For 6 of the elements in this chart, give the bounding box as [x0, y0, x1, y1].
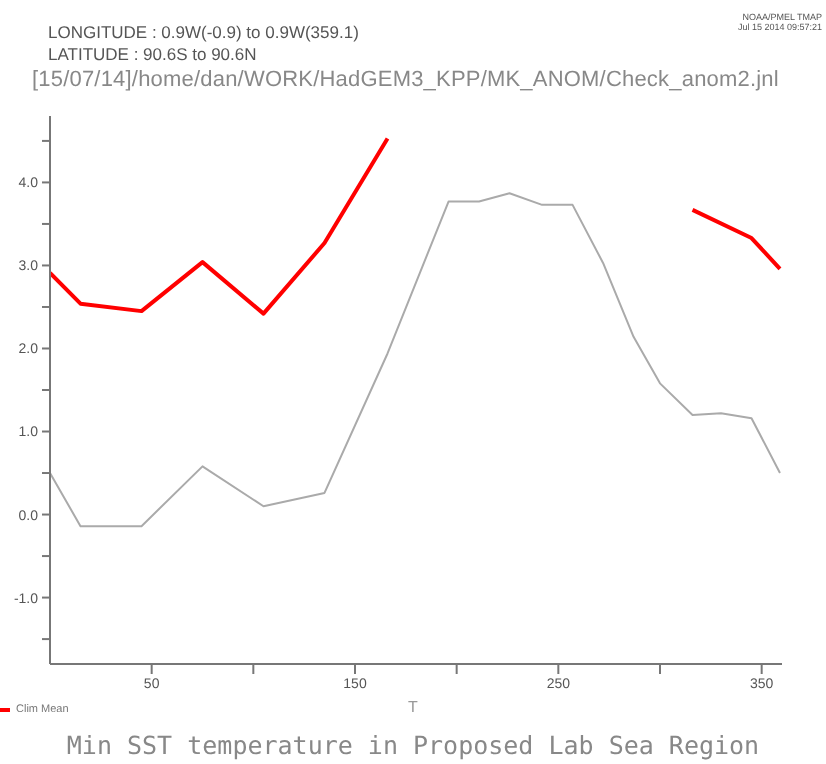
text: LATITUDE : 90.6S to 90.6N — [48, 44, 259, 66]
line-series — [50, 192, 781, 528]
text: Min SST temperature in Proposed Lab Sea Region — [64, 730, 762, 760]
text: LONGITUDE : 0.9W(-0.9) to 0.9W(359.1) — [48, 22, 359, 44]
x-axis-title: T — [408, 698, 418, 716]
text: [15/07/14]/home/dan/WORK/HadGEM3_KPP/MK_ANOM/Check_anom2.jnl — [32, 68, 779, 92]
